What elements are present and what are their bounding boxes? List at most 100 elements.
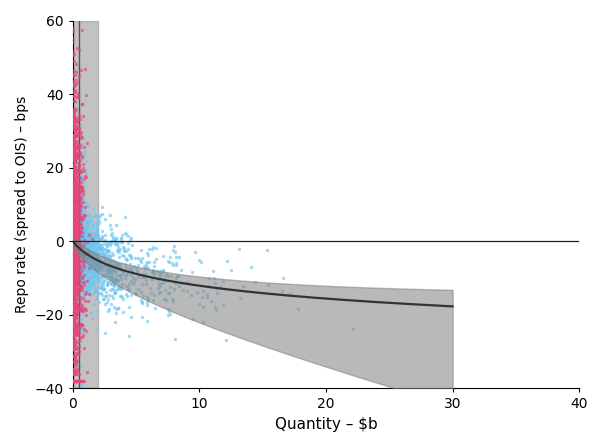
Point bbox=[81, 226, 91, 233]
Point bbox=[69, 230, 78, 237]
Point bbox=[68, 138, 78, 145]
Point bbox=[73, 91, 83, 98]
Point bbox=[70, 210, 80, 217]
Point bbox=[73, 293, 83, 300]
Point bbox=[72, 118, 81, 125]
Point bbox=[86, 277, 96, 284]
Point bbox=[69, 292, 79, 299]
Point bbox=[70, 270, 80, 278]
Point bbox=[75, 121, 84, 128]
Point bbox=[115, 263, 125, 270]
Point bbox=[70, 206, 80, 213]
Point bbox=[99, 272, 109, 279]
Point bbox=[72, 267, 82, 274]
Point bbox=[70, 264, 80, 271]
Point bbox=[69, 273, 78, 280]
Point bbox=[194, 301, 204, 308]
Point bbox=[70, 168, 80, 175]
Point bbox=[71, 226, 81, 233]
Point bbox=[73, 210, 83, 217]
Point bbox=[69, 248, 78, 255]
Point bbox=[69, 330, 78, 337]
Point bbox=[72, 265, 82, 272]
Point bbox=[91, 252, 101, 259]
Point bbox=[73, 166, 83, 173]
Point bbox=[80, 236, 89, 244]
Point bbox=[83, 241, 93, 249]
Point bbox=[71, 248, 80, 255]
Point bbox=[71, 217, 80, 224]
Point bbox=[72, 249, 82, 256]
Point bbox=[75, 207, 84, 214]
Point bbox=[69, 286, 79, 293]
Point bbox=[69, 177, 78, 185]
Point bbox=[74, 289, 84, 296]
Point bbox=[115, 273, 125, 280]
Point bbox=[69, 265, 79, 272]
Point bbox=[246, 263, 256, 270]
Point bbox=[72, 220, 82, 227]
Point bbox=[71, 314, 80, 321]
Point bbox=[72, 243, 82, 250]
Point bbox=[72, 170, 82, 177]
Point bbox=[75, 215, 84, 222]
Point bbox=[98, 227, 107, 234]
Point bbox=[68, 156, 78, 163]
Point bbox=[74, 214, 84, 221]
Point bbox=[71, 248, 80, 255]
Point bbox=[69, 185, 78, 192]
Point bbox=[74, 226, 83, 233]
Point bbox=[87, 252, 97, 259]
Point bbox=[70, 276, 80, 283]
Point bbox=[68, 148, 78, 155]
Point bbox=[68, 295, 78, 302]
Point bbox=[209, 274, 218, 281]
Point bbox=[69, 257, 79, 265]
Point bbox=[69, 236, 79, 243]
Point bbox=[69, 194, 78, 201]
Point bbox=[69, 242, 78, 249]
Point bbox=[68, 169, 78, 177]
Point bbox=[78, 322, 87, 329]
Point bbox=[100, 250, 110, 257]
Point bbox=[70, 240, 80, 247]
Point bbox=[71, 234, 80, 241]
Point bbox=[72, 268, 81, 275]
Point bbox=[75, 223, 85, 230]
Point bbox=[138, 292, 148, 299]
Point bbox=[72, 308, 81, 316]
Point bbox=[68, 118, 78, 125]
Point bbox=[86, 284, 96, 291]
Point bbox=[69, 217, 79, 224]
Point bbox=[81, 249, 90, 256]
Point bbox=[77, 257, 86, 265]
Point bbox=[71, 202, 81, 210]
Point bbox=[74, 130, 84, 137]
Point bbox=[74, 377, 84, 384]
Point bbox=[71, 245, 80, 253]
Point bbox=[108, 266, 118, 274]
Point bbox=[69, 340, 78, 347]
Point bbox=[69, 248, 79, 255]
Point bbox=[102, 269, 112, 276]
Point bbox=[79, 272, 89, 279]
Point bbox=[69, 239, 78, 246]
Point bbox=[69, 182, 78, 189]
Point bbox=[97, 285, 107, 292]
Point bbox=[93, 266, 103, 273]
Point bbox=[111, 287, 121, 294]
Point bbox=[81, 250, 91, 257]
Point bbox=[77, 274, 86, 281]
Point bbox=[74, 304, 83, 312]
Point bbox=[212, 289, 222, 296]
Point bbox=[71, 240, 81, 247]
Point bbox=[79, 251, 89, 258]
Point bbox=[68, 304, 78, 311]
Point bbox=[106, 274, 115, 281]
Point bbox=[70, 257, 80, 264]
Point bbox=[96, 258, 106, 265]
Point bbox=[104, 270, 114, 277]
Point bbox=[71, 230, 80, 237]
Point bbox=[68, 291, 78, 299]
Point bbox=[82, 217, 92, 224]
